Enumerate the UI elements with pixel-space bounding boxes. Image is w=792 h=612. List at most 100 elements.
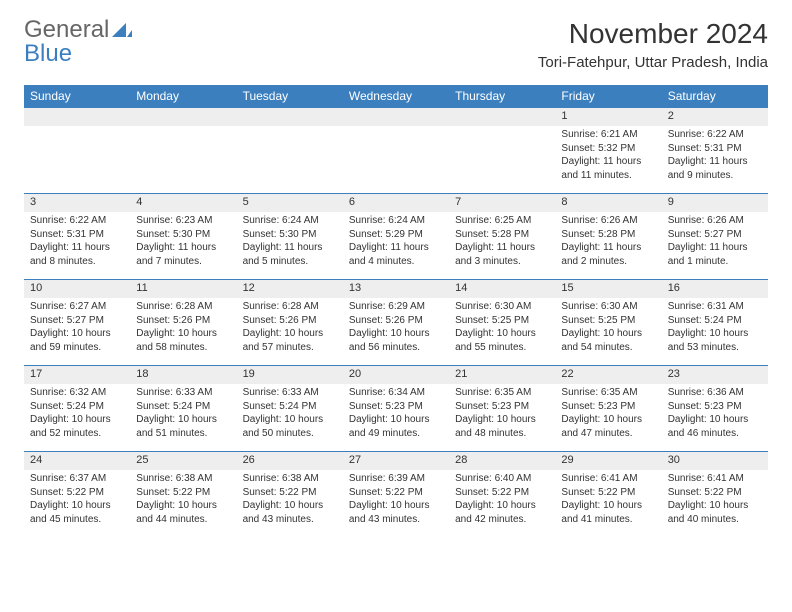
day-details: Sunrise: 6:41 AMSunset: 5:22 PMDaylight:… <box>662 470 768 528</box>
cell-wrap <box>343 108 449 193</box>
detail-line: Sunrise: 6:35 AM <box>455 386 549 400</box>
detail-line: Sunset: 5:22 PM <box>349 486 443 500</box>
day-number: 7 <box>449 194 555 212</box>
detail-line: Sunrise: 6:28 AM <box>243 300 337 314</box>
calendar-cell: 11Sunrise: 6:28 AMSunset: 5:26 PMDayligh… <box>130 280 236 366</box>
day-details: Sunrise: 6:21 AMSunset: 5:32 PMDaylight:… <box>555 126 661 184</box>
calendar-row: 10Sunrise: 6:27 AMSunset: 5:27 PMDayligh… <box>24 280 768 366</box>
detail-line: Sunset: 5:23 PM <box>561 400 655 414</box>
detail-line: Sunset: 5:31 PM <box>30 228 124 242</box>
detail-line: Sunset: 5:22 PM <box>561 486 655 500</box>
detail-line: Daylight: 10 hours and 56 minutes. <box>349 327 443 354</box>
detail-line: Sunrise: 6:36 AM <box>668 386 762 400</box>
day-number: 17 <box>24 366 130 384</box>
day-header-row: SundayMondayTuesdayWednesdayThursdayFrid… <box>24 85 768 108</box>
cell-wrap: 19Sunrise: 6:33 AMSunset: 5:24 PMDayligh… <box>237 366 343 451</box>
calendar-cell: 30Sunrise: 6:41 AMSunset: 5:22 PMDayligh… <box>662 452 768 538</box>
day-number: 19 <box>237 366 343 384</box>
detail-line: Daylight: 10 hours and 50 minutes. <box>243 413 337 440</box>
logo-part2: Blue <box>24 40 72 67</box>
calendar-head: SundayMondayTuesdayWednesdayThursdayFrid… <box>24 85 768 108</box>
detail-line: Sunset: 5:24 PM <box>243 400 337 414</box>
calendar-cell: 15Sunrise: 6:30 AMSunset: 5:25 PMDayligh… <box>555 280 661 366</box>
detail-line: Sunrise: 6:41 AM <box>561 472 655 486</box>
cell-wrap: 22Sunrise: 6:35 AMSunset: 5:23 PMDayligh… <box>555 366 661 451</box>
detail-line: Sunrise: 6:26 AM <box>668 214 762 228</box>
calendar-cell: 20Sunrise: 6:34 AMSunset: 5:23 PMDayligh… <box>343 366 449 452</box>
cell-wrap: 16Sunrise: 6:31 AMSunset: 5:24 PMDayligh… <box>662 280 768 365</box>
calendar-row: 1Sunrise: 6:21 AMSunset: 5:32 PMDaylight… <box>24 108 768 194</box>
cell-wrap: 2Sunrise: 6:22 AMSunset: 5:31 PMDaylight… <box>662 108 768 193</box>
detail-line: Sunrise: 6:40 AM <box>455 472 549 486</box>
day-number: 20 <box>343 366 449 384</box>
day-header: Sunday <box>24 85 130 108</box>
detail-line: Sunrise: 6:26 AM <box>561 214 655 228</box>
day-details: Sunrise: 6:22 AMSunset: 5:31 PMDaylight:… <box>662 126 768 184</box>
calendar-cell: 16Sunrise: 6:31 AMSunset: 5:24 PMDayligh… <box>662 280 768 366</box>
calendar-cell <box>343 108 449 194</box>
detail-line: Sunset: 5:26 PM <box>136 314 230 328</box>
day-number: 28 <box>449 452 555 470</box>
day-header: Friday <box>555 85 661 108</box>
day-details: Sunrise: 6:37 AMSunset: 5:22 PMDaylight:… <box>24 470 130 528</box>
day-details: Sunrise: 6:28 AMSunset: 5:26 PMDaylight:… <box>237 298 343 356</box>
day-number: 11 <box>130 280 236 298</box>
calendar-cell <box>130 108 236 194</box>
calendar-cell: 21Sunrise: 6:35 AMSunset: 5:23 PMDayligh… <box>449 366 555 452</box>
logo: GeneralBlue <box>24 18 132 66</box>
day-details: Sunrise: 6:35 AMSunset: 5:23 PMDaylight:… <box>555 384 661 442</box>
detail-line: Sunset: 5:30 PM <box>136 228 230 242</box>
detail-line: Sunrise: 6:30 AM <box>561 300 655 314</box>
day-number: 8 <box>555 194 661 212</box>
day-number: 6 <box>343 194 449 212</box>
detail-line: Sunset: 5:29 PM <box>349 228 443 242</box>
detail-line: Sunset: 5:23 PM <box>349 400 443 414</box>
cell-wrap: 1Sunrise: 6:21 AMSunset: 5:32 PMDaylight… <box>555 108 661 193</box>
cell-wrap: 3Sunrise: 6:22 AMSunset: 5:31 PMDaylight… <box>24 194 130 279</box>
day-details: Sunrise: 6:33 AMSunset: 5:24 PMDaylight:… <box>130 384 236 442</box>
detail-line: Daylight: 11 hours and 1 minute. <box>668 241 762 268</box>
detail-line: Sunset: 5:22 PM <box>136 486 230 500</box>
day-details: Sunrise: 6:30 AMSunset: 5:25 PMDaylight:… <box>449 298 555 356</box>
detail-line: Sunrise: 6:22 AM <box>30 214 124 228</box>
detail-line: Sunset: 5:22 PM <box>668 486 762 500</box>
cell-wrap: 15Sunrise: 6:30 AMSunset: 5:25 PMDayligh… <box>555 280 661 365</box>
detail-line: Sunrise: 6:41 AM <box>668 472 762 486</box>
calendar-cell: 5Sunrise: 6:24 AMSunset: 5:30 PMDaylight… <box>237 194 343 280</box>
detail-line: Daylight: 10 hours and 40 minutes. <box>668 499 762 526</box>
calendar-cell: 22Sunrise: 6:35 AMSunset: 5:23 PMDayligh… <box>555 366 661 452</box>
day-number: 5 <box>237 194 343 212</box>
day-details: Sunrise: 6:24 AMSunset: 5:29 PMDaylight:… <box>343 212 449 270</box>
detail-line: Daylight: 10 hours and 49 minutes. <box>349 413 443 440</box>
calendar-cell: 17Sunrise: 6:32 AMSunset: 5:24 PMDayligh… <box>24 366 130 452</box>
day-number <box>343 108 449 126</box>
cell-wrap <box>130 108 236 193</box>
calendar-cell: 29Sunrise: 6:41 AMSunset: 5:22 PMDayligh… <box>555 452 661 538</box>
detail-line: Sunrise: 6:21 AM <box>561 128 655 142</box>
day-details: Sunrise: 6:33 AMSunset: 5:24 PMDaylight:… <box>237 384 343 442</box>
detail-line: Daylight: 10 hours and 41 minutes. <box>561 499 655 526</box>
calendar-cell: 25Sunrise: 6:38 AMSunset: 5:22 PMDayligh… <box>130 452 236 538</box>
detail-line: Sunset: 5:27 PM <box>668 228 762 242</box>
title-area: November 2024 Tori-Fatehpur, Uttar Prade… <box>538 18 768 71</box>
cell-wrap <box>237 108 343 193</box>
detail-line: Sunset: 5:24 PM <box>668 314 762 328</box>
detail-line: Daylight: 10 hours and 59 minutes. <box>30 327 124 354</box>
calendar-table: SundayMondayTuesdayWednesdayThursdayFrid… <box>24 85 768 538</box>
calendar-row: 3Sunrise: 6:22 AMSunset: 5:31 PMDaylight… <box>24 194 768 280</box>
detail-line: Sunrise: 6:27 AM <box>30 300 124 314</box>
detail-line: Sunset: 5:27 PM <box>30 314 124 328</box>
detail-line: Sunset: 5:32 PM <box>561 142 655 156</box>
detail-line: Sunrise: 6:28 AM <box>136 300 230 314</box>
day-details: Sunrise: 6:38 AMSunset: 5:22 PMDaylight:… <box>237 470 343 528</box>
logo-sail-icon <box>112 18 132 42</box>
detail-line: Daylight: 11 hours and 5 minutes. <box>243 241 337 268</box>
cell-wrap: 25Sunrise: 6:38 AMSunset: 5:22 PMDayligh… <box>130 452 236 538</box>
detail-line: Daylight: 10 hours and 43 minutes. <box>243 499 337 526</box>
detail-line: Sunset: 5:26 PM <box>243 314 337 328</box>
detail-line: Daylight: 10 hours and 54 minutes. <box>561 327 655 354</box>
day-details: Sunrise: 6:39 AMSunset: 5:22 PMDaylight:… <box>343 470 449 528</box>
calendar-cell: 3Sunrise: 6:22 AMSunset: 5:31 PMDaylight… <box>24 194 130 280</box>
detail-line: Daylight: 10 hours and 47 minutes. <box>561 413 655 440</box>
calendar-page: GeneralBlue November 2024 Tori-Fatehpur,… <box>0 0 792 548</box>
